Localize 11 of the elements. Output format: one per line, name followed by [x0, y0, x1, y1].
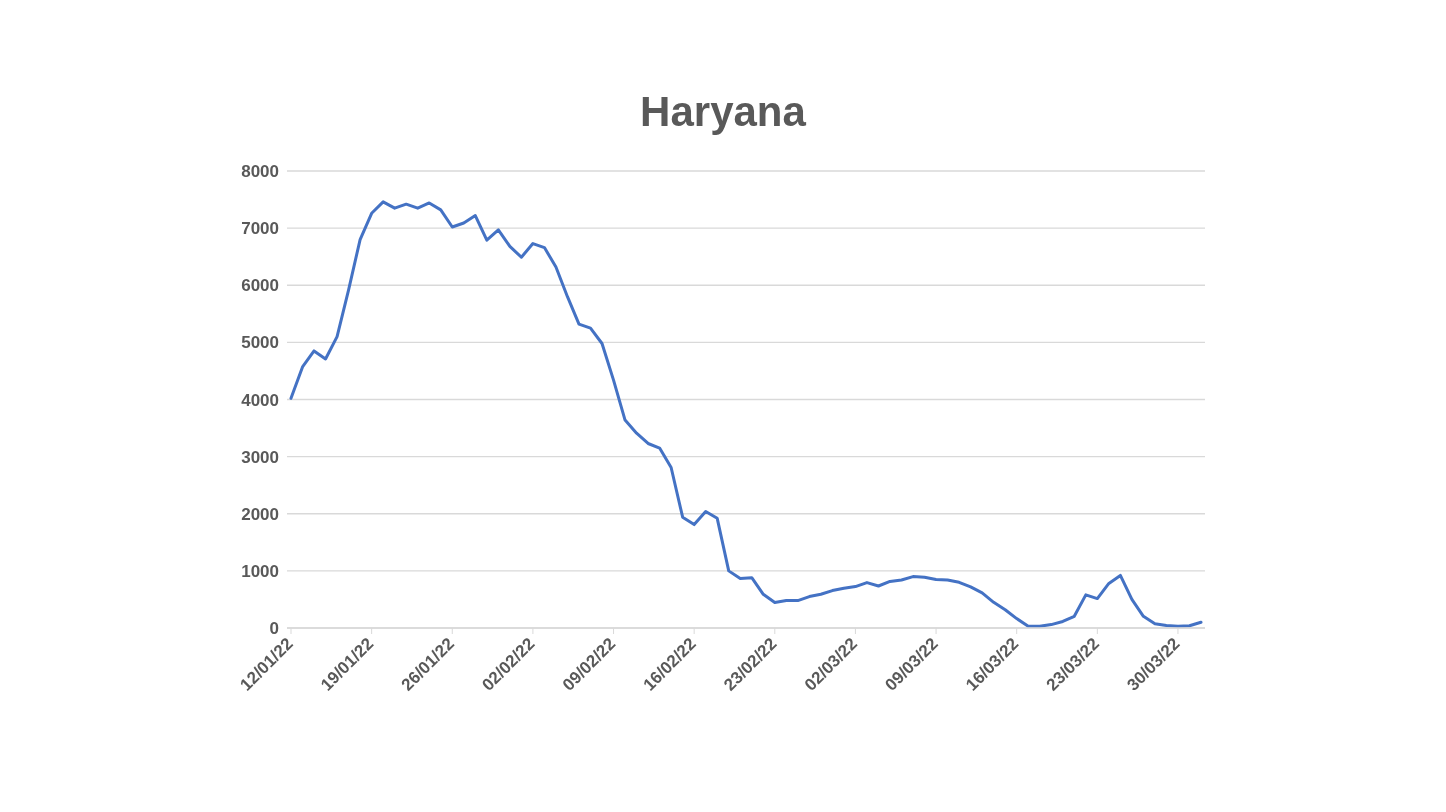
- y-tick-label: 3000: [241, 447, 279, 467]
- y-tick-label: 6000: [241, 276, 279, 296]
- y-tick-label: 1000: [241, 561, 279, 581]
- y-tick-label: 0: [269, 619, 279, 639]
- y-tick-label: 7000: [241, 219, 279, 239]
- y-tick-label: 4000: [241, 390, 279, 410]
- chart-title: Haryana: [640, 88, 806, 136]
- y-tick-label: 8000: [241, 162, 279, 182]
- y-tick-label: 2000: [241, 504, 279, 524]
- line-series: [289, 200, 1203, 628]
- y-tick-label: 5000: [241, 333, 279, 353]
